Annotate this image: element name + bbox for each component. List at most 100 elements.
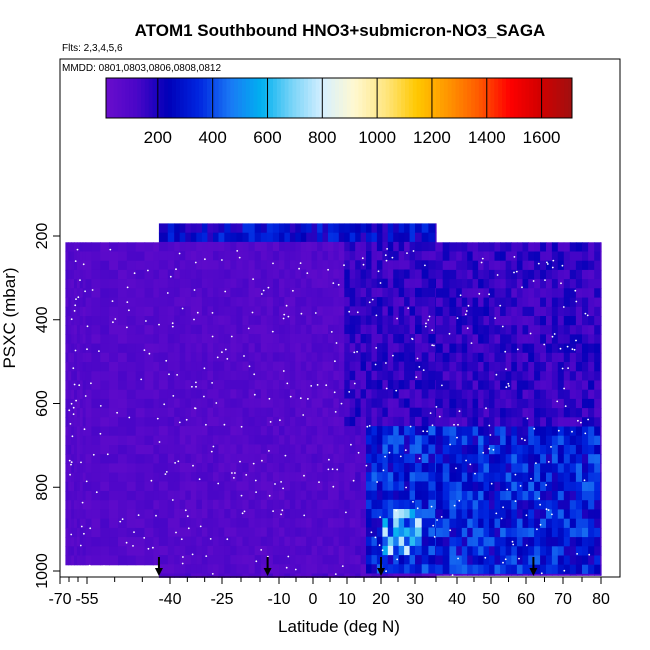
- heatmap-cell: [569, 297, 577, 308]
- heatmap-cell: [569, 242, 577, 253]
- heatmap-cell: [266, 287, 274, 298]
- heatmap-cell: [563, 325, 571, 335]
- heatmap-cell: [456, 251, 463, 262]
- heatmap-cell: [449, 352, 457, 363]
- heatmap-cell: [317, 287, 324, 298]
- heatmap-cell: [179, 352, 186, 363]
- heatmap-cell: [563, 380, 571, 391]
- heatmap-cell: [322, 297, 329, 307]
- track-dot: [287, 315, 290, 318]
- heatmap-cell: [557, 518, 565, 529]
- heatmap-cell: [118, 527, 128, 538]
- heatmap-cell: [511, 306, 518, 317]
- heatmap-cell: [467, 242, 474, 253]
- heatmap-cell: [569, 481, 577, 492]
- track-dot: [513, 256, 516, 258]
- heatmap-cell: [109, 306, 119, 317]
- heatmap-cell: [355, 232, 362, 243]
- heatmap-cell: [409, 509, 416, 519]
- heatmap-cell: [472, 352, 479, 363]
- heatmap-cell: [436, 426, 444, 437]
- heatmap-cell: [528, 537, 535, 547]
- heatmap-cell: [575, 362, 583, 372]
- heatmap-cell: [534, 325, 541, 335]
- heatmap-cell: [135, 371, 146, 382]
- heatmap-cell: [185, 370, 192, 381]
- heatmap-cell: [456, 362, 463, 372]
- plot-frame: [59, 58, 621, 578]
- heatmap-cell: [317, 260, 324, 271]
- heatmap-cell: [322, 407, 329, 418]
- heatmap-cell: [153, 555, 160, 566]
- heatmap-cell: [289, 472, 296, 482]
- colorbar-segment: [323, 78, 328, 118]
- heatmap-cell: [376, 260, 383, 271]
- heatmap-cell: [494, 352, 501, 363]
- heatmap-cell: [360, 499, 367, 510]
- track-dot: [83, 428, 86, 431]
- heatmap-cell: [236, 527, 244, 538]
- track-dot: [282, 317, 285, 320]
- heatmap-cell: [588, 297, 595, 308]
- heatmap-cell: [236, 260, 244, 271]
- heatmap-cell: [516, 417, 524, 428]
- heatmap-cell: [224, 536, 231, 547]
- heatmap-cell: [218, 536, 225, 547]
- track-dot: [384, 254, 387, 257]
- heatmap-cell: [393, 573, 400, 578]
- heatmap-cell: [71, 537, 75, 547]
- heatmap-cell: [79, 251, 84, 262]
- colorbar-segment: [463, 78, 468, 118]
- heatmap-cell: [144, 435, 154, 446]
- heatmap-cell: [489, 371, 496, 382]
- heatmap-cell: [196, 269, 203, 280]
- heatmap-cell: [306, 527, 313, 538]
- heatmap-cell: [100, 334, 110, 345]
- heatmap-cell: [236, 435, 244, 446]
- heatmap-cell: [428, 352, 436, 363]
- heatmap-cell: [158, 297, 169, 307]
- heatmap-cell: [489, 454, 496, 464]
- heatmap-cell: [398, 555, 405, 565]
- heatmap-cell: [505, 481, 512, 492]
- heatmap-cell: [428, 361, 436, 372]
- heatmap-cell: [174, 398, 181, 409]
- heatmap-cell: [449, 500, 457, 510]
- heatmap-cell: [79, 537, 84, 547]
- heatmap-cell: [478, 481, 485, 492]
- heatmap-cell: [266, 444, 274, 455]
- heatmap-cell: [442, 260, 450, 271]
- heatmap-cell: [540, 546, 547, 557]
- heatmap-cell: [185, 545, 192, 556]
- heatmap-cell: [494, 343, 501, 354]
- heatmap-cell: [71, 269, 75, 280]
- heatmap-cell: [355, 389, 362, 400]
- heatmap-cell: [260, 564, 268, 575]
- heatmap-cell: [546, 325, 553, 335]
- heatmap-cell: [196, 370, 203, 381]
- heatmap-cell: [254, 463, 262, 473]
- heatmap-cell: [546, 288, 553, 299]
- heatmap-cell: [317, 545, 324, 556]
- heatmap-cell: [461, 306, 468, 317]
- heatmap-cell: [376, 297, 383, 307]
- heatmap-cell: [338, 536, 345, 547]
- track-dot: [211, 573, 214, 575]
- colorbar-tick-label: 1600: [523, 128, 561, 147]
- heatmap-cell: [109, 417, 119, 428]
- heatmap-cell: [546, 260, 553, 271]
- heatmap-cell: [600, 288, 602, 299]
- heatmap-cell: [230, 343, 238, 353]
- heatmap-cell: [355, 555, 362, 565]
- colorbar-segment: [234, 78, 239, 118]
- heatmap-cell: [436, 491, 444, 501]
- heatmap-cell: [500, 398, 507, 409]
- heatmap-cell: [317, 343, 324, 353]
- heatmap-cell: [167, 334, 175, 344]
- heatmap-cell: [382, 573, 389, 578]
- heatmap-cell: [185, 232, 192, 243]
- heatmap-cell: [398, 435, 405, 446]
- heatmap-cell: [534, 288, 541, 299]
- heatmap-cell: [516, 269, 524, 280]
- heatmap-cell: [174, 564, 181, 575]
